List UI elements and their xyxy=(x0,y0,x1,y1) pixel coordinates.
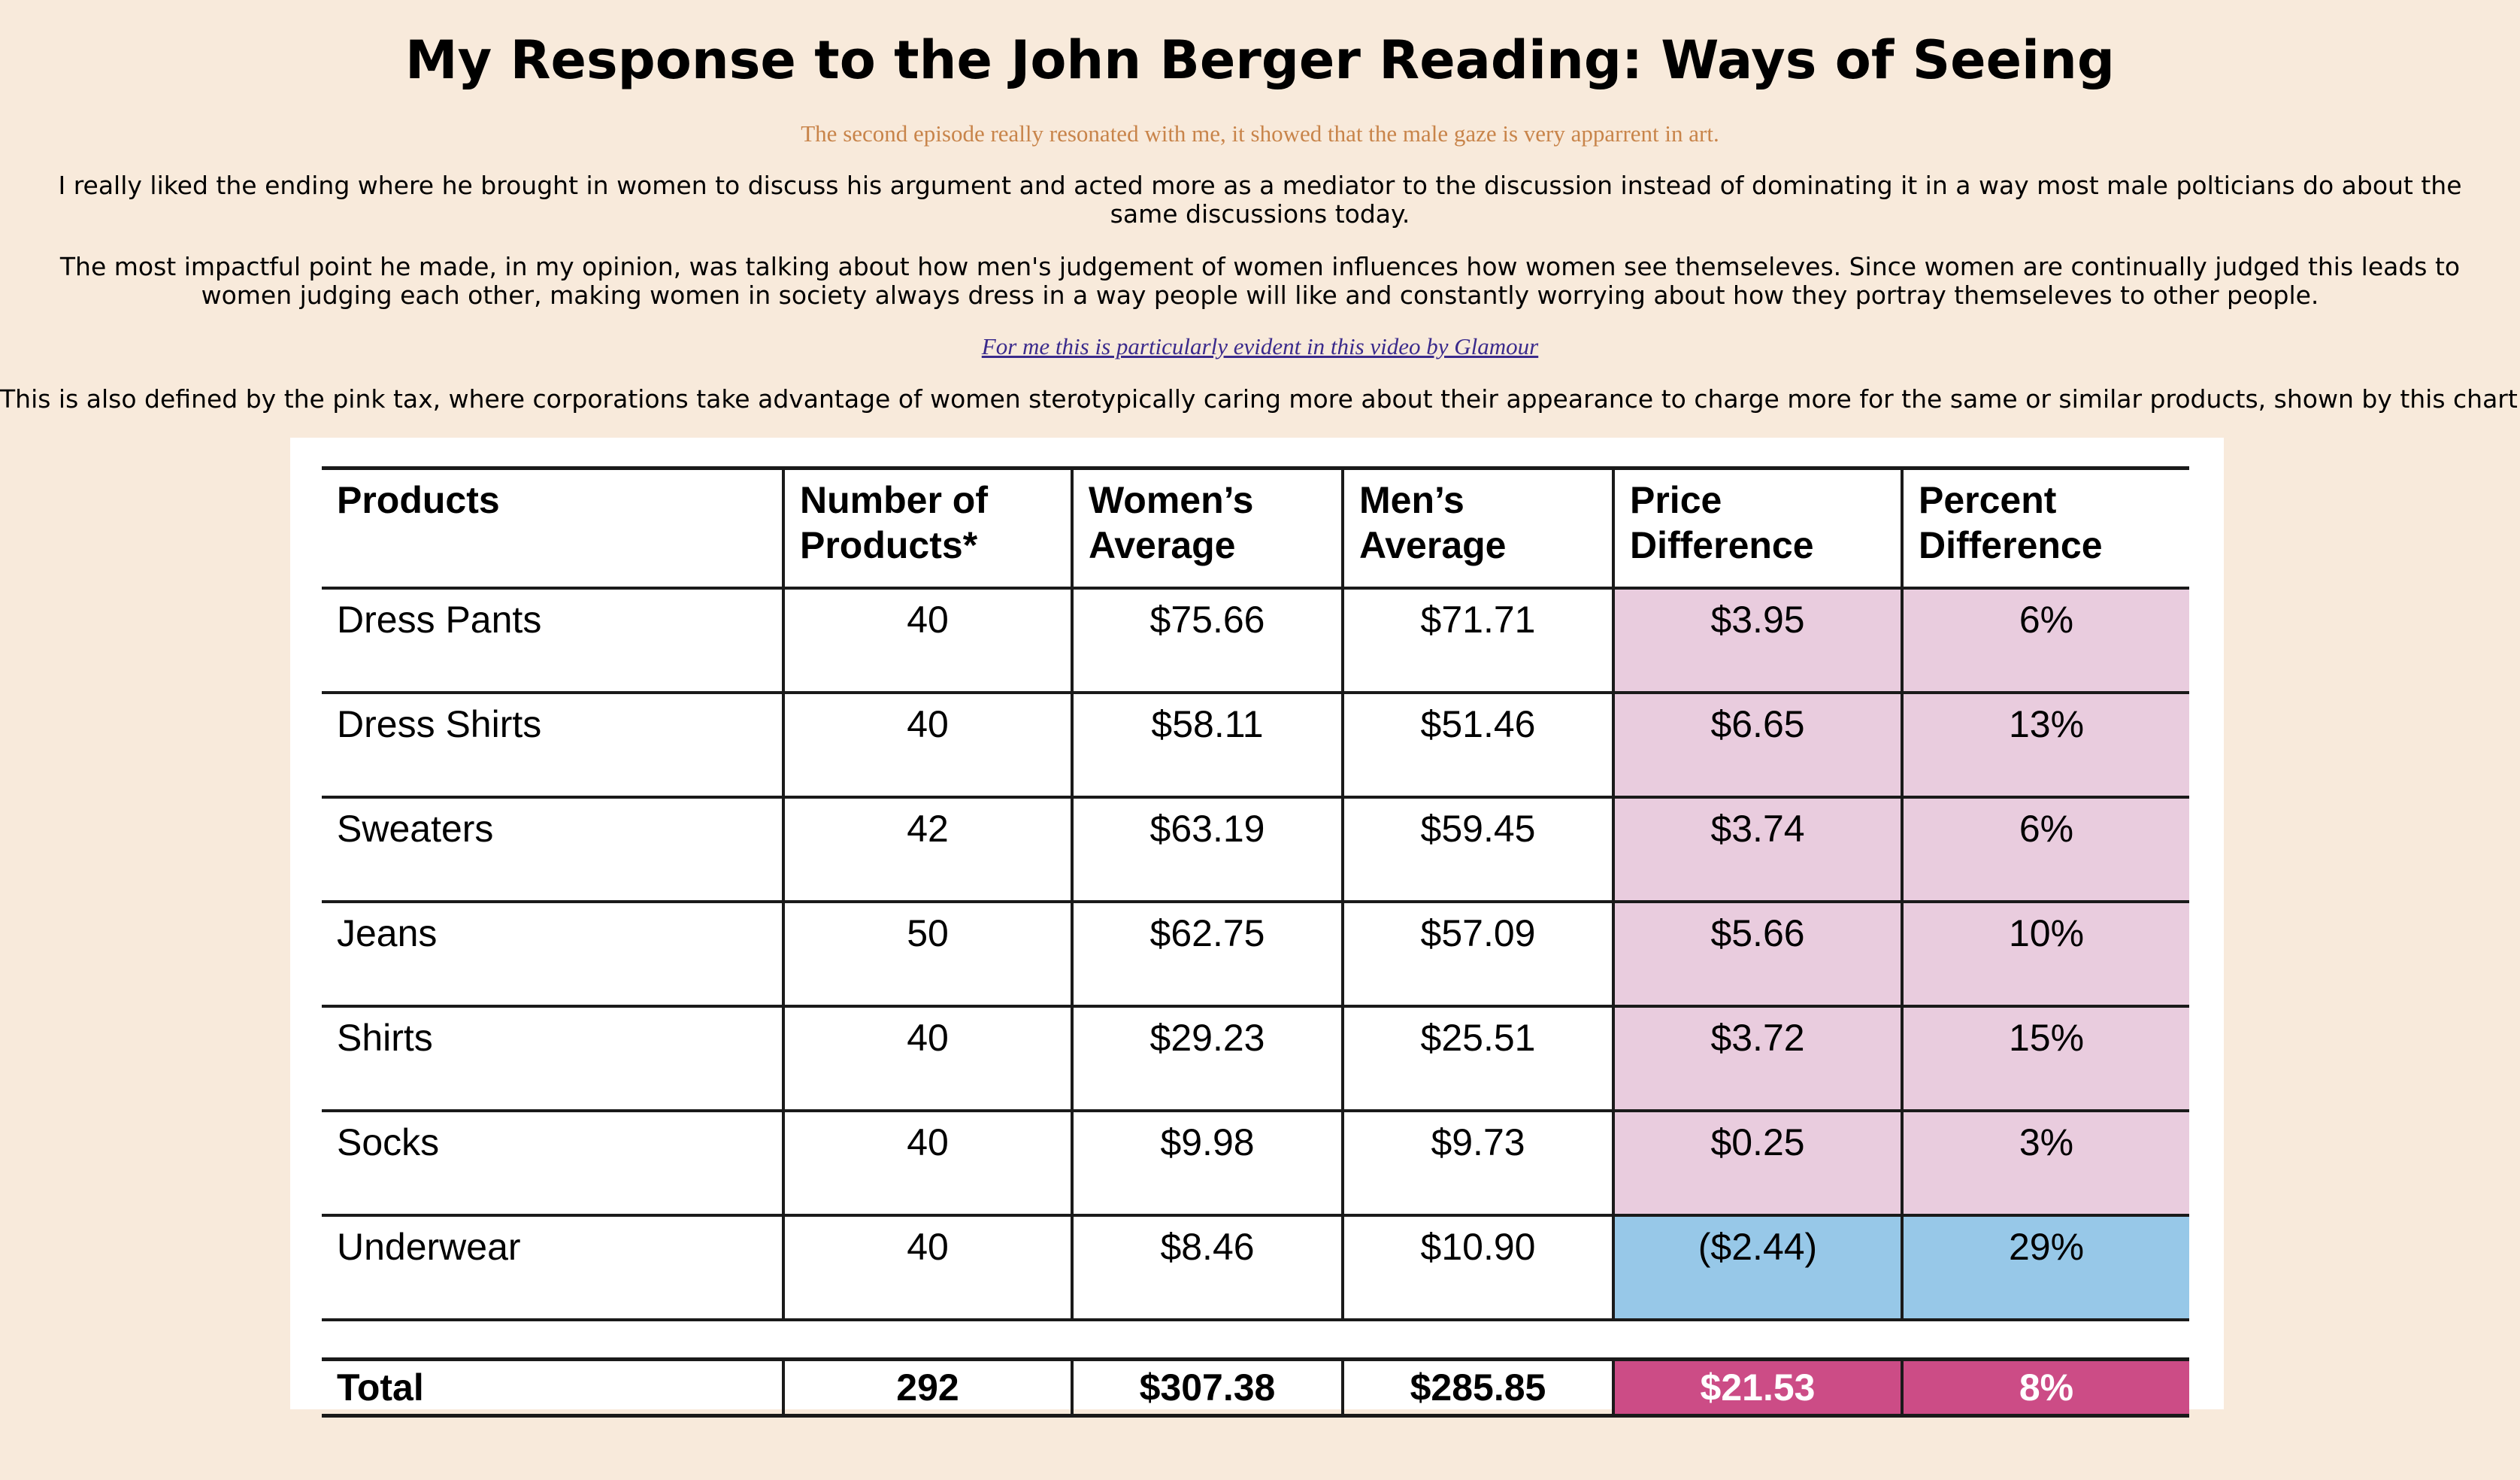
product-name-cell: Underwear xyxy=(322,1214,785,1321)
table-cell: $10.90 xyxy=(1341,1214,1615,1321)
table-cell: 42 xyxy=(782,796,1074,903)
column-header: Price Difference xyxy=(1612,466,1904,590)
table-cell: $59.45 xyxy=(1341,796,1615,903)
table-row: Sweaters 42 $63.19 $59.45 $3.74 6% xyxy=(322,796,2189,903)
price-difference-cell: $3.74 xyxy=(1612,796,1904,903)
paragraph-ending: I really liked the ending where he broug… xyxy=(58,171,2462,229)
table-row: Dress Pants 40 $75.66 $71.71 $3.95 6% xyxy=(322,587,2189,694)
column-header: Men’s Average xyxy=(1341,466,1615,590)
table-cell: 50 xyxy=(782,900,1074,1008)
table-cell: $62.75 xyxy=(1071,900,1344,1008)
table-row: Dress Shirts 40 $58.11 $51.46 $6.65 13% xyxy=(322,691,2189,799)
product-name-cell: Dress Shirts xyxy=(322,691,785,799)
table-cell: $51.46 xyxy=(1341,691,1615,799)
table-spacer-row xyxy=(322,1318,2189,1361)
price-difference-cell: $5.66 xyxy=(1612,900,1904,1008)
percent-difference-cell: 29% xyxy=(1901,1214,2189,1321)
percent-difference-cell: 3% xyxy=(1901,1109,2189,1217)
column-header: Products xyxy=(322,466,785,590)
column-header: Percent Difference xyxy=(1901,466,2189,590)
table-cell: 40 xyxy=(782,1214,1074,1321)
total-cell: 292 xyxy=(782,1357,1074,1418)
page-subtitle: The second episode really resonated with… xyxy=(801,120,1719,147)
percent-difference-cell: 6% xyxy=(1901,796,2189,903)
table-cell: $9.98 xyxy=(1071,1109,1344,1217)
product-name-cell: Sweaters xyxy=(322,796,785,903)
total-cell: $285.85 xyxy=(1341,1357,1615,1418)
pink-tax-chart: Products Number of Products* Women’s Ave… xyxy=(290,438,2224,1418)
price-difference-cell: $6.65 xyxy=(1612,691,1904,799)
table-cell: 40 xyxy=(782,1109,1074,1217)
table-cell: $9.73 xyxy=(1341,1109,1615,1217)
table-cell: $75.66 xyxy=(1071,587,1344,694)
table-row: Shirts 40 $29.23 $25.51 $3.72 15% xyxy=(322,1005,2189,1112)
percent-difference-cell: 6% xyxy=(1901,587,2189,694)
pink-tax-table: Products Number of Products* Women’s Ave… xyxy=(322,466,2189,1418)
product-name-cell: Jeans xyxy=(322,900,785,1008)
percent-difference-cell: 15% xyxy=(1901,1005,2189,1112)
paragraph-pink-tax: This is also defined by the pink tax, wh… xyxy=(0,384,2520,414)
product-name-cell: Shirts xyxy=(322,1005,785,1112)
table-cell: 40 xyxy=(782,1005,1074,1112)
table-cell: $25.51 xyxy=(1341,1005,1615,1112)
paragraph-impactful-point: The most impactful point he made, in my … xyxy=(59,252,2461,310)
percent-difference-cell: 10% xyxy=(1901,900,2189,1008)
table-cell: $63.19 xyxy=(1071,796,1344,903)
price-difference-cell: ($2.44) xyxy=(1612,1214,1904,1321)
table-row: Jeans 50 $62.75 $57.09 $5.66 10% xyxy=(322,900,2189,1008)
table-cell: $57.09 xyxy=(1341,900,1615,1008)
table-row: Underwear 40 $8.46 $10.90 ($2.44) 29% xyxy=(322,1214,2189,1321)
product-name-cell: Dress Pants xyxy=(322,587,785,694)
column-header: Women’s Average xyxy=(1071,466,1344,590)
table-cell: $71.71 xyxy=(1341,587,1615,694)
percent-difference-cell: 13% xyxy=(1901,691,2189,799)
price-difference-cell: $0.25 xyxy=(1612,1109,1904,1217)
glamour-video-link[interactable]: For me this is particularly evident in t… xyxy=(981,333,1539,359)
price-difference-cell: $3.95 xyxy=(1612,587,1904,694)
table-row: Socks 40 $9.98 $9.73 $0.25 3% xyxy=(322,1109,2189,1217)
total-price-difference-cell: $21.53 xyxy=(1612,1357,1904,1418)
total-percent-difference-cell: 8% xyxy=(1901,1357,2189,1418)
page-title: My Response to the John Berger Reading: … xyxy=(404,29,2115,91)
table-header-row: Products Number of Products* Women’s Ave… xyxy=(322,466,2189,590)
table-cell: $29.23 xyxy=(1071,1005,1344,1112)
total-label-cell: Total xyxy=(322,1357,785,1418)
table-total-row: Total 292 $307.38 $285.85 $21.53 8% xyxy=(322,1357,2189,1418)
product-name-cell: Socks xyxy=(322,1109,785,1217)
table-cell: $58.11 xyxy=(1071,691,1344,799)
column-header: Number of Products* xyxy=(782,466,1074,590)
table-cell: $8.46 xyxy=(1071,1214,1344,1321)
total-cell: $307.38 xyxy=(1071,1357,1344,1418)
table-cell: 40 xyxy=(782,587,1074,694)
price-difference-cell: $3.72 xyxy=(1612,1005,1904,1112)
table-cell: 40 xyxy=(782,691,1074,799)
